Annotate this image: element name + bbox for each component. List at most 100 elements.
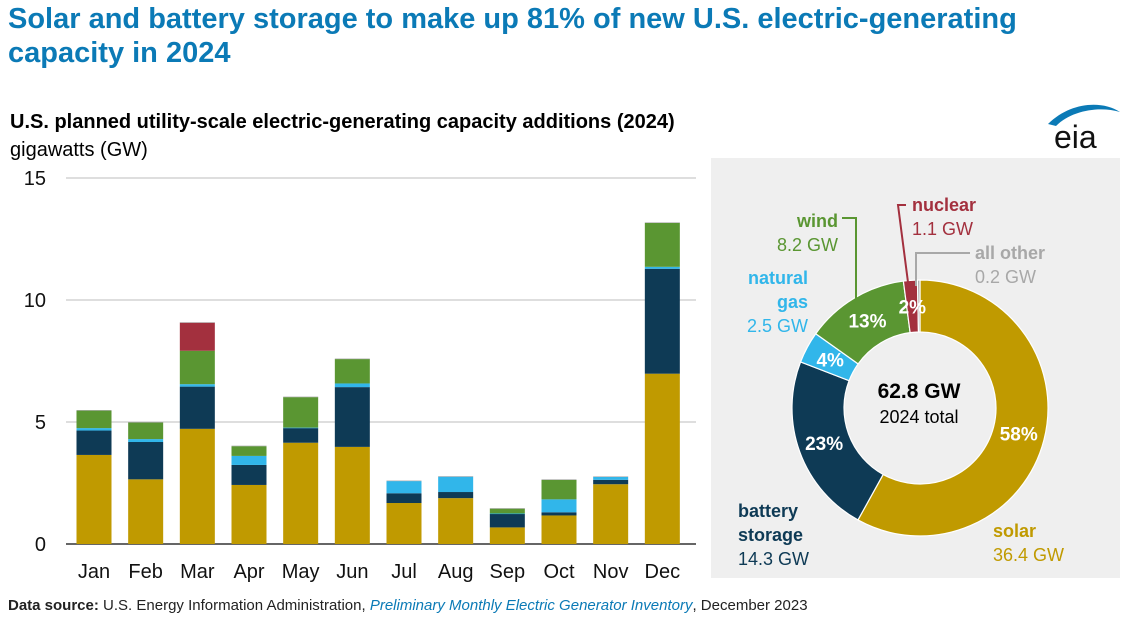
x-tick-label: Nov — [593, 561, 629, 583]
wind-label-name: wind — [797, 211, 838, 231]
x-tick-label: Mar — [180, 561, 215, 583]
bar-nuclear-mar — [179, 322, 215, 351]
nuclear-value-label: 1.1 GW — [912, 219, 974, 239]
y-tick-label: 10 — [24, 290, 46, 312]
bar-solar-aug — [438, 498, 474, 544]
chart-subtitle: U.S. planned utility-scale electric-gene… — [10, 111, 675, 133]
bar-natural-gas-dec — [644, 266, 680, 269]
bar-wind-jun — [334, 359, 370, 384]
bar-all-other-sep — [489, 508, 525, 509]
x-tick-label: Dec — [645, 561, 681, 583]
bar-natural-gas-apr — [231, 455, 267, 465]
bar-natural-gas-oct — [541, 499, 577, 513]
bar-battery-storage-apr — [231, 464, 267, 485]
solar-label: solar — [993, 520, 1036, 542]
bar-wind-may — [283, 397, 319, 428]
bar-solar-dec — [644, 373, 680, 544]
battery-label-line2: storage — [738, 525, 804, 545]
x-tick-label: Jul — [391, 561, 417, 583]
bar-natural-gas-sep — [489, 513, 525, 515]
bar-wind-dec — [644, 222, 680, 267]
natural-gas-label: natural — [713, 267, 808, 289]
natural-gas-label-line2: gas — [776, 292, 808, 312]
bar-battery-storage-jun — [334, 387, 370, 447]
x-tick-label: Oct — [543, 561, 575, 583]
x-tick-labels: Jan Feb Mar Apr May Jun Jul Aug Sep Oct Nov Dec — [78, 561, 680, 583]
bar-wind-feb — [128, 422, 164, 440]
bar-wind-jan — [76, 410, 112, 429]
bar-battery-storage-sep — [489, 513, 525, 528]
solar-value-label: 36.4 GW — [993, 545, 1065, 565]
bar-solar-apr — [231, 484, 267, 544]
donut-total-label: 2024 total — [879, 407, 959, 427]
bar-battery-storage-oct — [541, 512, 577, 516]
natural-gas-value-label: 2.5 GW — [746, 316, 808, 336]
bar-wind-sep — [489, 508, 525, 514]
y-tick-labels: 0 5 10 15 — [24, 168, 46, 556]
bar-natural-gas-jul — [386, 481, 422, 494]
bar-battery-storage-jan — [76, 430, 112, 455]
battery-value-label: 14.3 GW — [738, 549, 810, 569]
x-tick-label: Sep — [490, 561, 526, 583]
bar-solar-mar — [179, 428, 215, 544]
bar-all-other-may — [283, 396, 319, 398]
eia-logo[interactable]: eia — [1040, 98, 1122, 154]
bar-natural-gas-nov — [593, 476, 629, 480]
all-other-value-label: 0.2 GW — [975, 267, 1037, 287]
bar-natural-gas-mar — [179, 384, 215, 387]
bar-all-other-mar — [179, 322, 215, 323]
unit-label: gigawatts (GW) — [10, 139, 148, 161]
x-tick-label: Jan — [78, 561, 110, 583]
bar-natural-gas-aug — [438, 476, 474, 493]
bar-wind-mar — [179, 350, 215, 385]
headline: Solar and battery storage to make up 81%… — [8, 3, 1017, 69]
nuclear-label-name: nuclear — [912, 195, 977, 215]
bar-wind-oct — [541, 479, 577, 500]
bar-solar-jun — [334, 446, 370, 544]
y-tick-label: 15 — [24, 168, 46, 190]
bar-solar-feb — [128, 479, 164, 544]
battery-storage-label: battery — [738, 500, 798, 522]
source-label: Data source: — [8, 597, 99, 614]
bar-all-other-jul — [386, 480, 422, 482]
bar-solar-oct — [541, 515, 577, 544]
x-tick-label: Jun — [336, 561, 368, 583]
y-tick-label: 5 — [35, 412, 46, 434]
bar-natural-gas-jan — [76, 428, 112, 431]
donut-total-value: 62.8 GW — [877, 380, 961, 403]
eia-logo-swoosh — [1048, 104, 1120, 126]
bar-battery-storage-feb — [128, 442, 164, 480]
bar-all-other-jan — [76, 410, 112, 411]
bar-all-other-jun — [334, 358, 370, 360]
bar-solar-sep — [489, 527, 525, 544]
all-other-label: all other — [975, 242, 1045, 264]
bar-battery-storage-may — [283, 428, 319, 443]
bar-battery-storage-jul — [386, 493, 422, 504]
bar-battery-storage-nov — [593, 479, 629, 485]
natural-gas-label-line1: natural — [747, 268, 808, 288]
x-tick-label: Feb — [128, 561, 162, 583]
eia-logo-text: eia — [1054, 119, 1097, 154]
bar-all-other-aug — [438, 476, 474, 477]
bar-battery-storage-dec — [644, 268, 680, 374]
bar-solar-may — [283, 442, 319, 544]
bar-wind-apr — [231, 446, 267, 456]
bar-all-other-feb — [128, 422, 164, 423]
y-tick-label: 0 — [35, 534, 46, 556]
source-org: U.S. Energy Information Administration, — [103, 597, 366, 614]
data-source: Data source: U.S. Energy Information Adm… — [8, 597, 808, 615]
solar-label-name: solar — [993, 521, 1037, 541]
bar-solar-jan — [76, 454, 112, 544]
bar-natural-gas-jun — [334, 383, 370, 388]
source-date: , December 2023 — [692, 597, 808, 614]
bar-all-other-dec — [644, 222, 680, 224]
bar-natural-gas-feb — [128, 439, 164, 443]
bar-natural-gas-may — [283, 427, 319, 429]
source-publication-link[interactable]: Preliminary Monthly Electric Generator I… — [369, 597, 693, 614]
nuclear-label: nuclear — [912, 194, 976, 216]
all-other-label-name: all other — [975, 243, 1046, 263]
bar-all-other-apr — [231, 445, 267, 447]
bar-all-other-oct — [541, 479, 577, 480]
wind-value-label: 8.2 GW — [776, 235, 838, 255]
x-tick-label: May — [282, 561, 320, 583]
